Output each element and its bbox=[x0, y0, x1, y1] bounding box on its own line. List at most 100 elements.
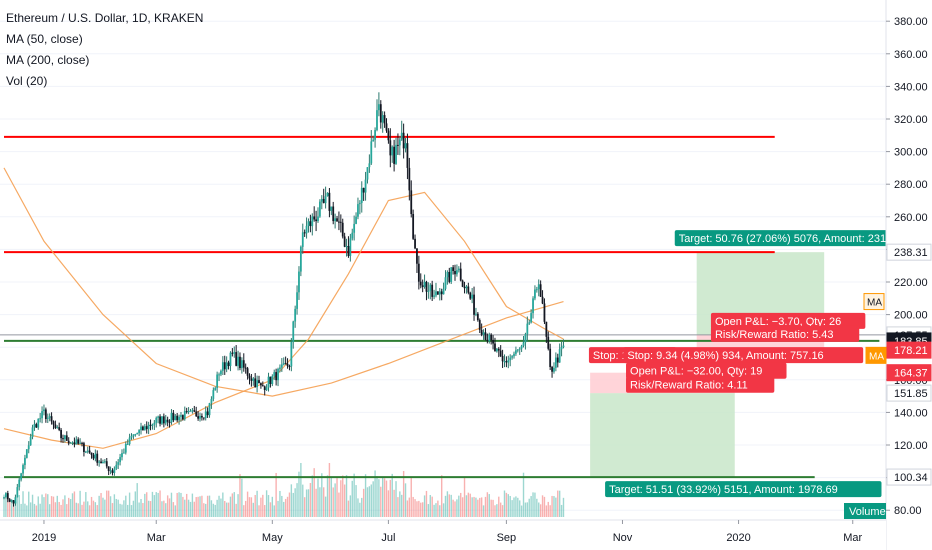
candle-body bbox=[438, 291, 441, 295]
candle bbox=[465, 284, 468, 294]
candle-body bbox=[27, 445, 30, 450]
candle bbox=[318, 199, 321, 218]
candle-body bbox=[343, 236, 346, 247]
candle-body bbox=[170, 412, 173, 423]
candle-body bbox=[442, 288, 445, 295]
volume-bar bbox=[313, 468, 315, 517]
candle bbox=[425, 280, 428, 301]
candle bbox=[554, 352, 557, 372]
volume-bar bbox=[507, 494, 509, 517]
volume-bar bbox=[427, 504, 430, 517]
candle bbox=[338, 211, 340, 231]
candle-body bbox=[235, 352, 238, 366]
volume-bar bbox=[501, 505, 504, 517]
candle bbox=[385, 118, 388, 133]
candle bbox=[509, 354, 512, 367]
volume-bar bbox=[524, 502, 527, 517]
candle-body bbox=[282, 363, 285, 365]
candle bbox=[115, 461, 118, 471]
candle-body bbox=[174, 415, 177, 421]
candle-body bbox=[242, 360, 245, 368]
volume-bar bbox=[187, 499, 190, 517]
volume-bar bbox=[439, 505, 441, 517]
candle bbox=[140, 422, 142, 435]
volume-bar bbox=[33, 503, 36, 517]
volume-bar bbox=[237, 494, 239, 517]
volume-bar bbox=[519, 500, 521, 517]
candle bbox=[54, 420, 57, 430]
candle bbox=[103, 459, 106, 464]
candle-body bbox=[14, 497, 17, 504]
candle-body bbox=[39, 418, 42, 420]
candle bbox=[505, 356, 508, 368]
candle-body bbox=[117, 462, 120, 465]
volume-bar bbox=[290, 484, 293, 517]
candle bbox=[427, 282, 430, 299]
candle-body bbox=[153, 422, 156, 425]
volume-bar bbox=[83, 501, 85, 517]
candle-body bbox=[444, 277, 447, 289]
long-rr-label-text: Risk/Reward Ratio: 5.43 bbox=[715, 329, 834, 341]
candle-body bbox=[497, 348, 500, 351]
candle bbox=[240, 357, 243, 374]
candle-body bbox=[172, 412, 175, 421]
x-tick-label: Jul bbox=[381, 532, 395, 544]
indicator-ma50[interactable]: MA (50, close) bbox=[6, 32, 83, 46]
candle-body bbox=[495, 348, 498, 352]
candle bbox=[75, 436, 78, 445]
y-tick-label: 220.00 bbox=[894, 277, 928, 289]
candle bbox=[239, 352, 241, 371]
volume-bar bbox=[41, 494, 43, 517]
candle bbox=[248, 373, 251, 385]
candle bbox=[444, 270, 447, 291]
candle bbox=[235, 345, 238, 367]
candle bbox=[210, 396, 213, 409]
volume-bar bbox=[68, 497, 70, 517]
volume-bar bbox=[178, 492, 180, 517]
candle bbox=[119, 453, 121, 466]
x-tick-label: 2019 bbox=[32, 532, 56, 544]
volume-bar bbox=[431, 496, 433, 517]
volume-bar bbox=[303, 497, 306, 517]
candle bbox=[246, 366, 249, 380]
candle-body bbox=[263, 386, 266, 391]
candle bbox=[166, 416, 169, 427]
candle-body bbox=[294, 308, 297, 322]
candle bbox=[145, 421, 148, 434]
candle-body bbox=[528, 322, 531, 324]
volume-bar bbox=[90, 496, 93, 517]
candle bbox=[301, 223, 304, 254]
candle bbox=[124, 441, 127, 455]
indicator-ma200[interactable]: MA (200, close) bbox=[6, 53, 90, 67]
candle bbox=[244, 363, 247, 374]
candle-body bbox=[406, 143, 409, 168]
y-tick-label: 380.00 bbox=[894, 16, 928, 28]
candle bbox=[86, 446, 89, 454]
volume-bar bbox=[374, 470, 376, 517]
volume-bar bbox=[421, 502, 424, 517]
candle-body bbox=[513, 353, 515, 357]
volume-bar bbox=[241, 478, 243, 517]
volume-bar bbox=[159, 490, 161, 517]
candle bbox=[484, 328, 487, 341]
volume-bar bbox=[174, 505, 176, 517]
long-pnl-label-text: Open P&L: −3.70, Qty: 26 bbox=[715, 316, 841, 328]
candle-body bbox=[301, 232, 304, 247]
volume-bar bbox=[296, 483, 298, 517]
candle bbox=[459, 262, 462, 282]
candle-body bbox=[41, 411, 43, 419]
volume-bar bbox=[229, 496, 232, 517]
indicator-volume[interactable]: Vol (20) bbox=[6, 74, 48, 88]
candle-body bbox=[480, 329, 483, 335]
candle bbox=[410, 180, 413, 218]
candle-body bbox=[142, 426, 144, 431]
volume-bar bbox=[359, 502, 361, 517]
candle bbox=[5, 492, 7, 499]
volume-bar bbox=[475, 497, 477, 517]
candle bbox=[279, 364, 281, 373]
candle-body bbox=[518, 348, 521, 350]
volume-bar bbox=[161, 501, 163, 517]
volume-bar bbox=[47, 494, 49, 517]
